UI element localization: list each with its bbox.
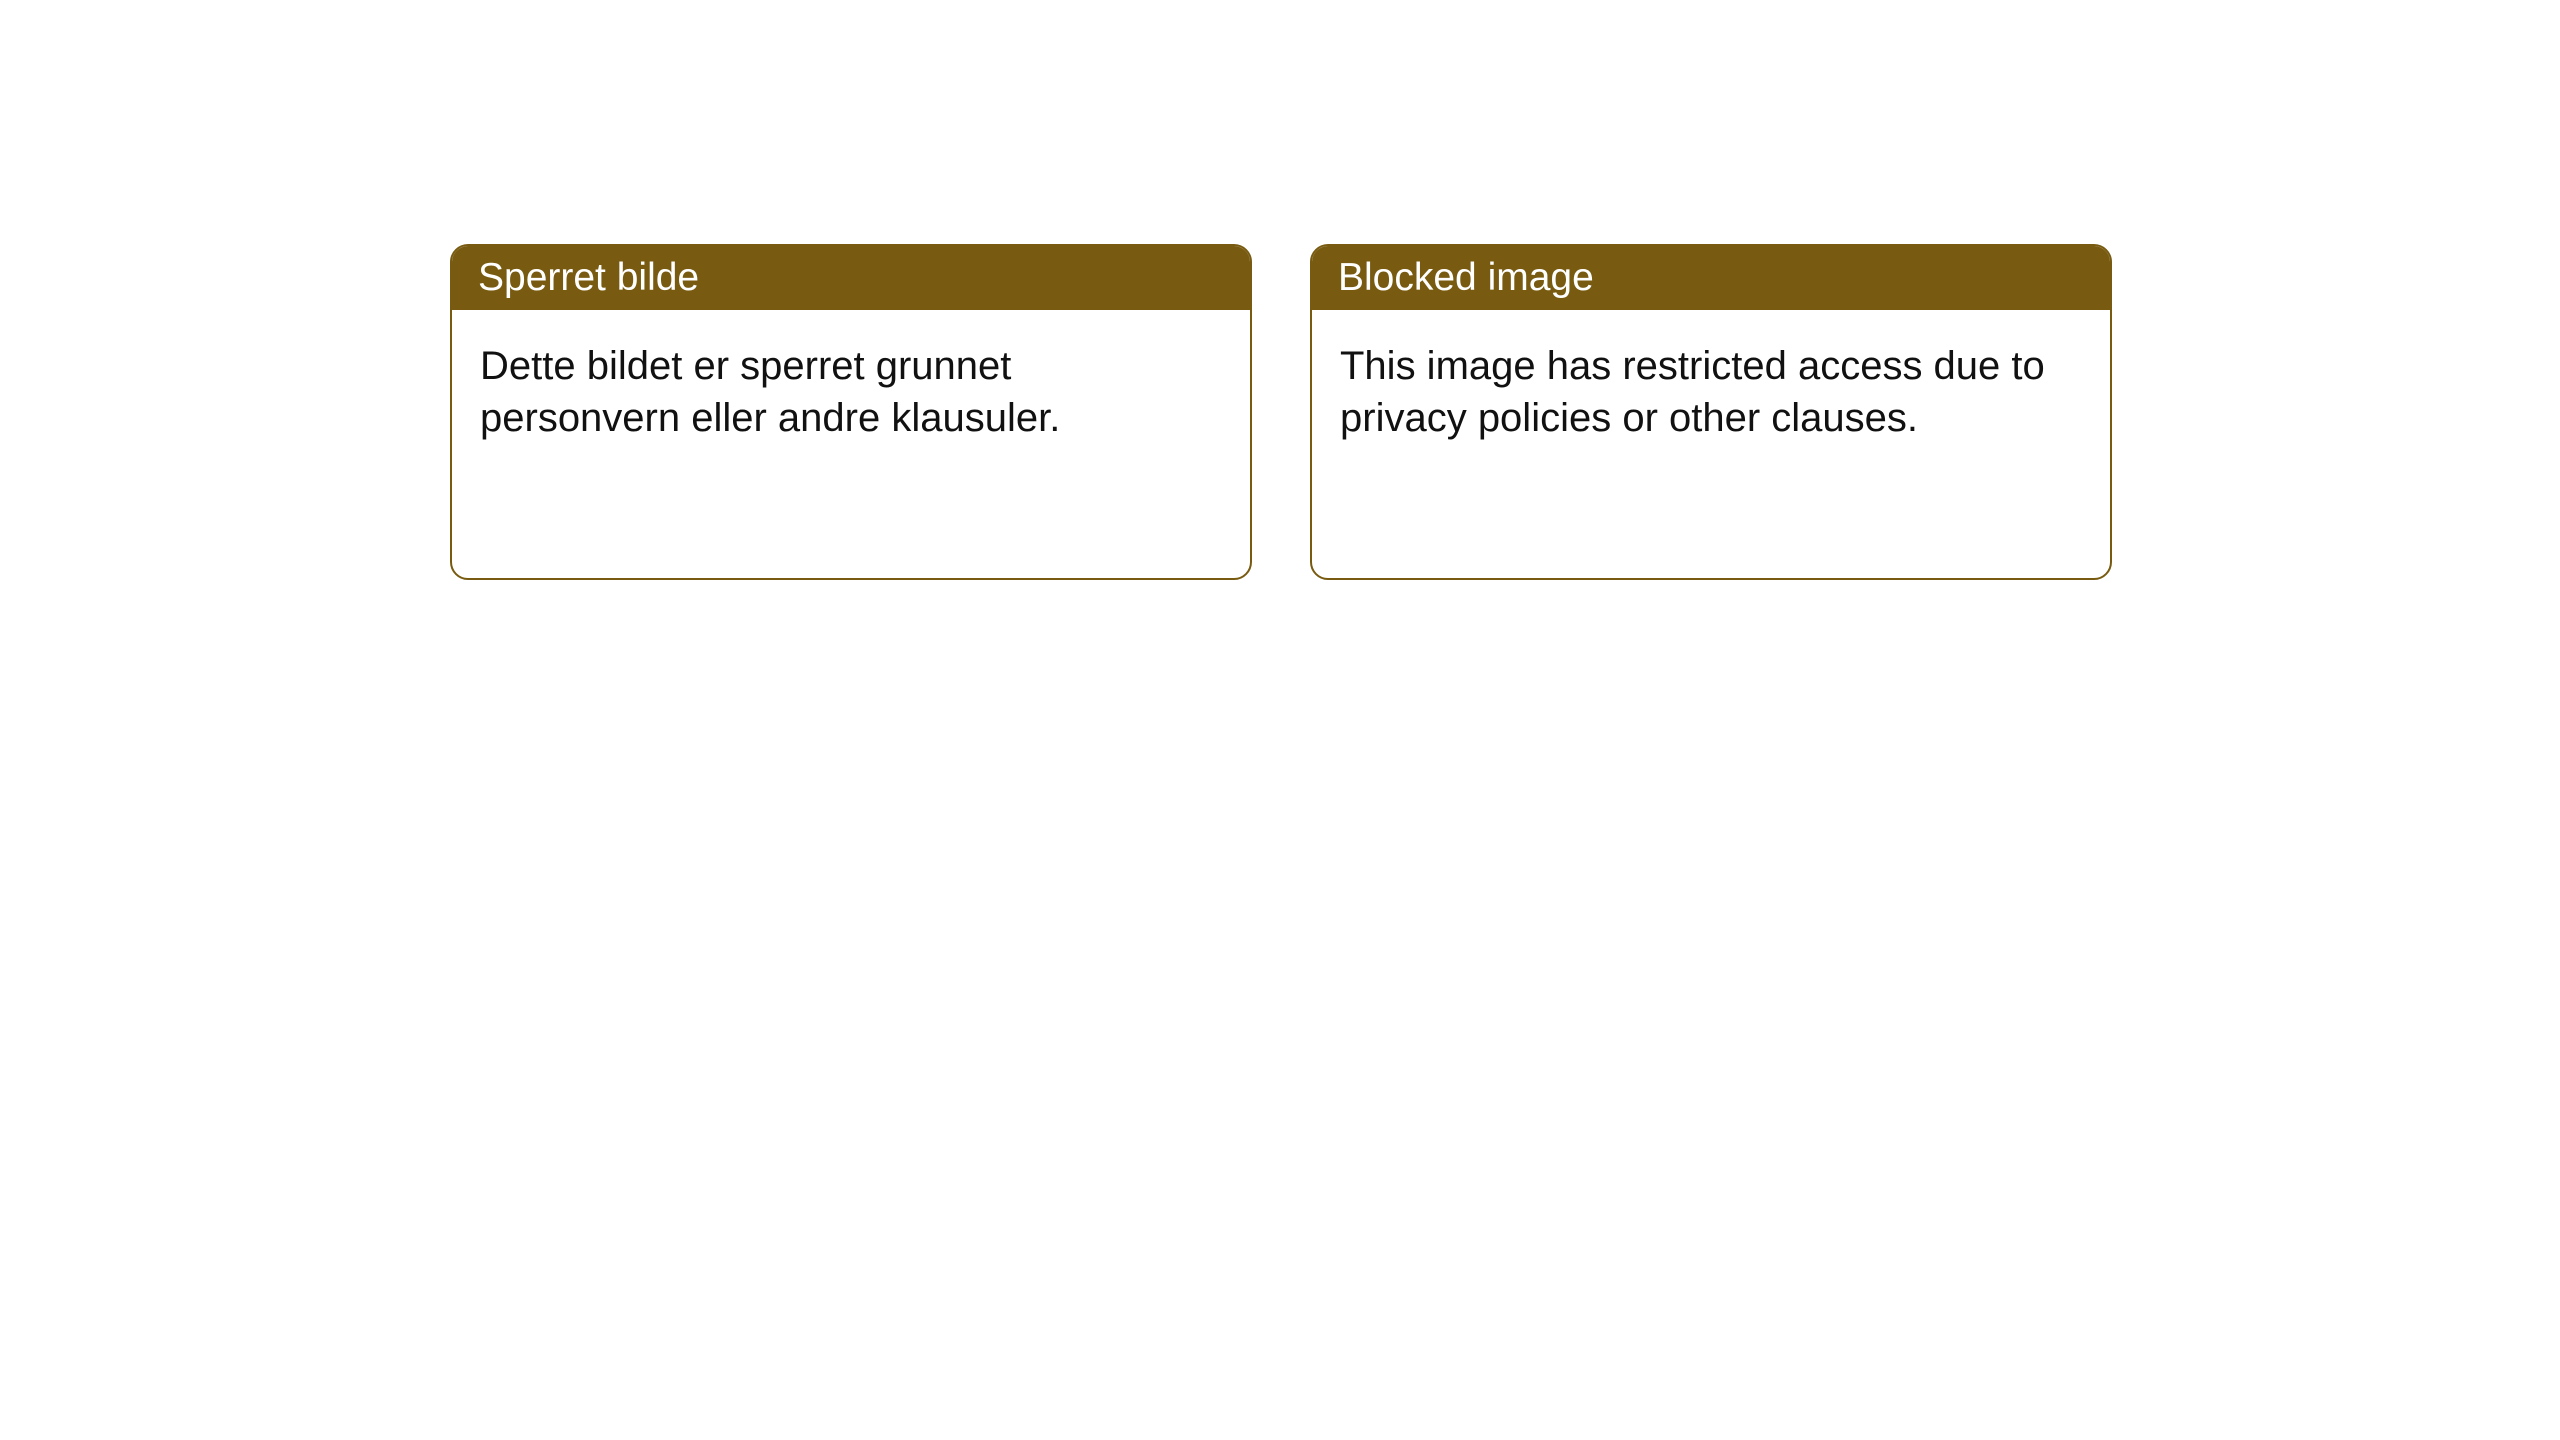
notice-card-en: Blocked image This image has restricted … [1310, 244, 2112, 580]
notice-card-body: This image has restricted access due to … [1312, 310, 2110, 474]
notice-card-body: Dette bildet er sperret grunnet personve… [452, 310, 1250, 474]
notice-card-no: Sperret bilde Dette bildet er sperret gr… [450, 244, 1252, 580]
notice-card-title: Blocked image [1312, 246, 2110, 310]
notice-cards-container: Sperret bilde Dette bildet er sperret gr… [450, 244, 2112, 580]
notice-card-title: Sperret bilde [452, 246, 1250, 310]
